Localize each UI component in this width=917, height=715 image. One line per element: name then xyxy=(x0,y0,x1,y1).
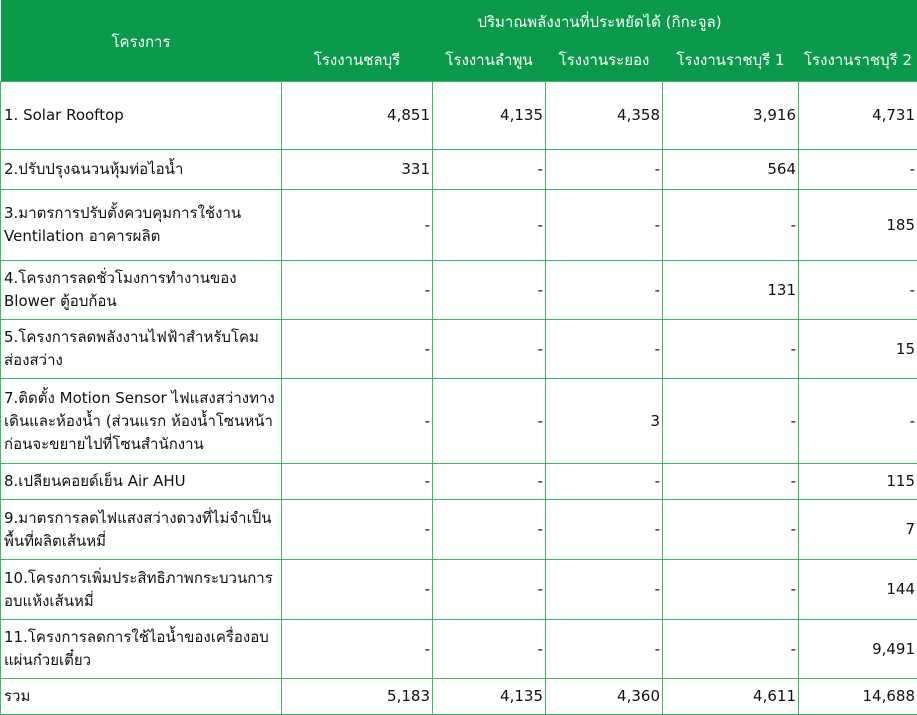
energy-value: - xyxy=(282,500,433,560)
project-name: 2.ปรับปรุงฉนวนหุ้มท่อไอน้ำ xyxy=(1,150,282,190)
table-row: 7.ติดตั้ง Motion Sensor ไฟแสงสว่างทางเดิ… xyxy=(1,379,917,464)
energy-value: - xyxy=(663,379,799,464)
energy-value: 3 xyxy=(546,379,663,464)
energy-value: 115 xyxy=(799,464,917,500)
energy-value: - xyxy=(433,560,546,620)
header-project: โครงการ xyxy=(1,0,282,82)
energy-value: - xyxy=(433,379,546,464)
energy-value: - xyxy=(799,150,917,190)
energy-value: - xyxy=(799,261,917,320)
energy-value: - xyxy=(546,620,663,679)
energy-value: 3,916 xyxy=(663,82,799,150)
energy-value: 144 xyxy=(799,560,917,620)
table-row: 10.โครงการเพิ่มประสิทธิภาพกระบวนการอบแห้… xyxy=(1,560,917,620)
project-name: 11.โครงการลดการใช้ไอน้ำของเครื่องอบแผ่นก… xyxy=(1,620,282,679)
energy-value: - xyxy=(282,620,433,679)
energy-value: - xyxy=(546,464,663,500)
energy-value: 4,135 xyxy=(433,82,546,150)
energy-value: 4,851 xyxy=(282,82,433,150)
energy-value: - xyxy=(433,150,546,190)
energy-value: 15 xyxy=(799,320,917,379)
column-header: โรงงานราชบุรี 1 xyxy=(663,41,799,82)
project-name: 3.มาตรการปรับตั้งควบคุมการใช้งาน Ventila… xyxy=(1,190,282,261)
energy-value: - xyxy=(546,261,663,320)
energy-value: 14,688 xyxy=(799,679,917,715)
energy-value: 4,731 xyxy=(799,82,917,150)
energy-value: 9,491 xyxy=(799,620,917,679)
project-name: 8.เปลียนคอยด์เย็น Air AHU xyxy=(1,464,282,500)
energy-value: - xyxy=(663,560,799,620)
project-name: 5.โครงการลดพลังงานไฟฟ้าสำหรับโคมส่องสว่า… xyxy=(1,320,282,379)
energy-value: 331 xyxy=(282,150,433,190)
energy-value: 185 xyxy=(799,190,917,261)
energy-value: - xyxy=(433,500,546,560)
energy-value: - xyxy=(433,190,546,261)
energy-value: 131 xyxy=(663,261,799,320)
column-header: โรงงานลำพูน xyxy=(433,41,546,82)
energy-value: - xyxy=(546,150,663,190)
project-name: รวม xyxy=(1,679,282,715)
energy-value: 4,611 xyxy=(663,679,799,715)
project-name: 10.โครงการเพิ่มประสิทธิภาพกระบวนการอบแห้… xyxy=(1,560,282,620)
energy-value: - xyxy=(282,261,433,320)
column-header: โรงงานระยอง xyxy=(546,41,663,82)
energy-value: 4,358 xyxy=(546,82,663,150)
energy-value: - xyxy=(663,320,799,379)
energy-value: - xyxy=(799,379,917,464)
table-row: 8.เปลียนคอยด์เย็น Air AHU----115 xyxy=(1,464,917,500)
energy-value: 564 xyxy=(663,150,799,190)
energy-value: - xyxy=(663,500,799,560)
energy-value: - xyxy=(546,560,663,620)
energy-value: - xyxy=(282,379,433,464)
energy-value: 4,135 xyxy=(433,679,546,715)
energy-value: - xyxy=(282,320,433,379)
energy-value: - xyxy=(433,320,546,379)
energy-value: - xyxy=(282,190,433,261)
energy-value: - xyxy=(282,464,433,500)
project-name: 9.มาตรการลดไฟแสงสว่างดวงที่ไม่จำเป็นพื้น… xyxy=(1,500,282,560)
energy-value: 4,360 xyxy=(546,679,663,715)
column-header: โรงงานราชบุรี 2 xyxy=(799,41,917,82)
energy-value: - xyxy=(433,261,546,320)
project-name: 7.ติดตั้ง Motion Sensor ไฟแสงสว่างทางเดิ… xyxy=(1,379,282,464)
project-name: 4.โครงการลดชั่วโมงการทำงานของ Blower ตู้… xyxy=(1,261,282,320)
table-row: 4.โครงการลดชั่วโมงการทำงานของ Blower ตู้… xyxy=(1,261,917,320)
header-energy-saved: ปริมาณพลังงานที่ประหยัดได้ (กิกะจูล) xyxy=(282,0,917,41)
energy-value: - xyxy=(546,190,663,261)
energy-value: - xyxy=(546,500,663,560)
table-row: 11.โครงการลดการใช้ไอน้ำของเครื่องอบแผ่นก… xyxy=(1,620,917,679)
energy-value: - xyxy=(433,464,546,500)
column-header: โรงงานชลบุรี xyxy=(282,41,433,82)
energy-value: - xyxy=(663,620,799,679)
table-row: 9.มาตรการลดไฟแสงสว่างดวงที่ไม่จำเป็นพื้น… xyxy=(1,500,917,560)
project-name: 1. Solar Rooftop xyxy=(1,82,282,150)
energy-value: 5,183 xyxy=(282,679,433,715)
energy-value: 7 xyxy=(799,500,917,560)
energy-value: - xyxy=(663,464,799,500)
table-row: 3.มาตรการปรับตั้งควบคุมการใช้งาน Ventila… xyxy=(1,190,917,261)
energy-value: - xyxy=(546,320,663,379)
table-row: 5.โครงการลดพลังงานไฟฟ้าสำหรับโคมส่องสว่า… xyxy=(1,320,917,379)
energy-value: - xyxy=(282,560,433,620)
energy-value: - xyxy=(663,190,799,261)
energy-value: - xyxy=(433,620,546,679)
